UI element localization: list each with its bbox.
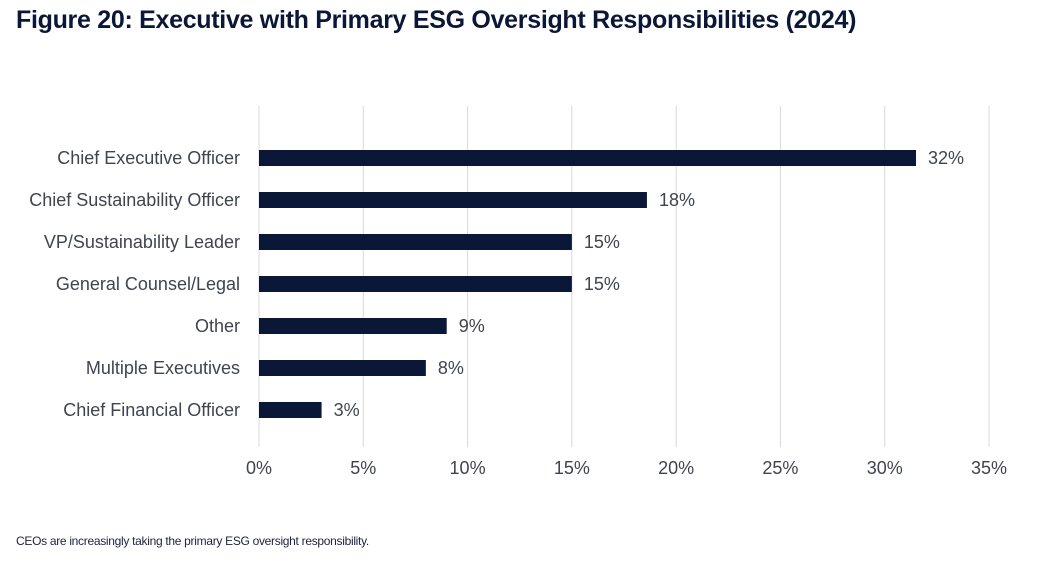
category-label: Chief Financial Officer [63,400,240,420]
data-label: 18% [659,190,695,210]
bar [259,150,916,166]
data-label: 15% [584,274,620,294]
chart-title: Figure 20: Executive with Primary ESG Ov… [16,6,857,34]
x-tick-label: 25% [762,458,798,478]
bar [259,192,647,208]
category-label: VP/Sustainability Leader [44,232,240,252]
category-label: Other [195,316,240,336]
x-tick-label: 5% [350,458,376,478]
x-tick-label: 20% [658,458,694,478]
bar [259,234,572,250]
data-label: 15% [584,232,620,252]
chart-caption: CEOs are increasingly taking the primary… [16,534,369,548]
data-label: 32% [928,148,964,168]
bar [259,318,447,334]
x-tick-label: 30% [867,458,903,478]
x-tick-label: 35% [971,458,1007,478]
category-label: Multiple Executives [86,358,240,378]
bars [259,150,916,418]
bar [259,360,426,376]
labels: 0% 5% 10% 15% 20% 25% 30% 35% Chief Executive Of… [29,148,1007,478]
x-tick-label: 0% [246,458,272,478]
x-tick-label: 15% [554,458,590,478]
data-label: 9% [459,316,485,336]
bar [259,276,572,292]
data-label: 3% [334,400,360,420]
category-label: Chief Executive Officer [57,148,240,168]
category-label: General Counsel/Legal [56,274,240,294]
bar [259,402,322,418]
x-tick-label: 10% [450,458,486,478]
data-label: 8% [438,358,464,378]
category-label: Chief Sustainability Officer [29,190,240,210]
